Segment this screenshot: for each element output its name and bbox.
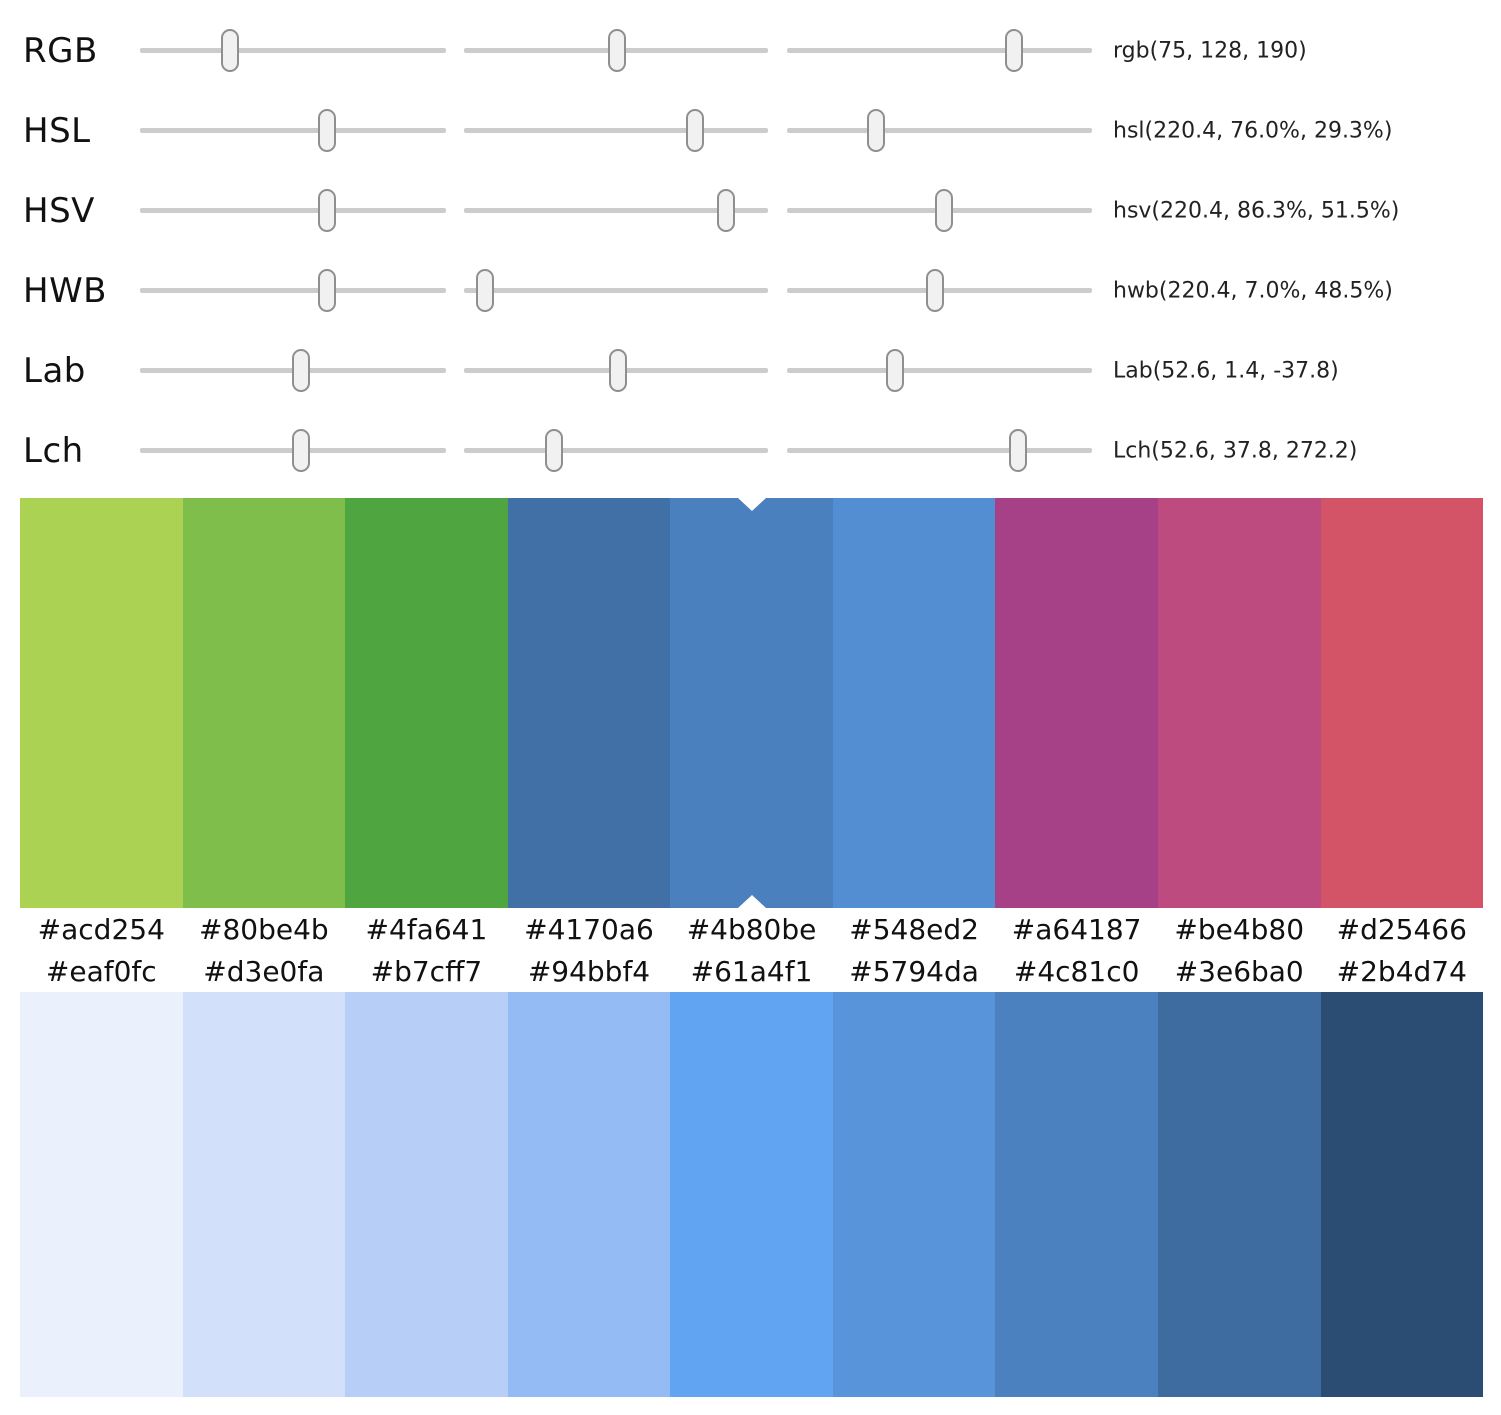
selected-swatch-marker-top-icon <box>737 498 766 511</box>
tint-hex-label-4: #61a4f1 <box>690 954 813 988</box>
hwb-whiteness-slider-thumb[interactable] <box>476 269 495 312</box>
hue-swatch-8[interactable] <box>1320 498 1484 908</box>
hwb-blackness-slider-track[interactable] <box>787 269 1092 312</box>
hwb-value-text: hwb(220.4, 7.0%, 48.5%) <box>1113 278 1393 304</box>
lab-l-slider-track[interactable] <box>140 349 446 392</box>
hsv-saturation-slider-thumb[interactable] <box>717 189 736 232</box>
hsv-value-text: hsv(220.4, 86.3%, 51.5%) <box>1113 198 1400 224</box>
tint-hex-label-7: #3e6ba0 <box>1174 954 1304 988</box>
tint-hex-label-1: #d3e0fa <box>203 954 325 988</box>
hue-swatch-2[interactable] <box>345 498 508 908</box>
tint-swatch-3[interactable] <box>507 992 671 1397</box>
lab-b-slider-track[interactable] <box>787 349 1092 392</box>
lab-a-slider-track[interactable] <box>464 349 768 392</box>
slider-row-hsv: HSV hsv(220.4, 86.3%, 51.5%) <box>0 171 1501 251</box>
row-label-rgb: RGB <box>23 31 98 71</box>
tint-swatch-7[interactable] <box>1157 992 1321 1397</box>
hue-hex-label-5: #548ed2 <box>849 912 979 946</box>
hue-hex-label-1: #80be4b <box>199 912 329 946</box>
hsv-value-slider-track[interactable] <box>787 189 1092 232</box>
slider-row-lch: Lch Lch(52.6, 37.8, 272.2) <box>0 411 1501 491</box>
tint-hex-label-row: #eaf0fc #d3e0fa #b7cff7 #94bbf4 #61a4f1 … <box>20 950 1483 992</box>
hue-hex-label-4: #4b80be <box>686 912 817 946</box>
lab-value-text: Lab(52.6, 1.4, -37.8) <box>1113 358 1339 384</box>
hsv-hue-slider-thumb[interactable] <box>318 189 337 232</box>
tint-hex-label-0: #eaf0fc <box>45 954 157 988</box>
hwb-whiteness-slider-track[interactable] <box>464 269 768 312</box>
rgb-red-slider-thumb[interactable] <box>220 29 239 72</box>
row-label-hsv: HSV <box>23 191 95 231</box>
hue-swatch-0[interactable] <box>20 498 183 908</box>
tint-swatch-8[interactable] <box>1320 992 1484 1397</box>
tint-hex-label-5: #5794da <box>849 954 979 988</box>
hue-hex-label-2: #4fa641 <box>365 912 488 946</box>
tint-swatch-6[interactable] <box>995 992 1158 1397</box>
hsv-hue-slider-track[interactable] <box>140 189 446 232</box>
hue-swatch-5[interactable] <box>832 498 996 908</box>
tint-swatch-1[interactable] <box>182 992 346 1397</box>
lab-l-slider-thumb[interactable] <box>291 349 310 392</box>
lch-value-text: Lch(52.6, 37.8, 272.2) <box>1113 438 1358 464</box>
rgb-green-slider-thumb[interactable] <box>607 29 626 72</box>
hsl-saturation-slider-track[interactable] <box>464 109 768 152</box>
hsl-hue-slider-thumb[interactable] <box>318 109 337 152</box>
hue-hex-label-7: #be4b80 <box>1174 912 1305 946</box>
lch-l-slider-thumb[interactable] <box>291 429 310 472</box>
color-slider-panel: RGB rgb(75, 128, 190) HSL hsl(220.4, 76.… <box>0 0 1501 498</box>
hsl-lightness-slider-track[interactable] <box>787 109 1092 152</box>
rgb-green-slider-track[interactable] <box>464 29 768 72</box>
slider-row-hwb: HWB hwb(220.4, 7.0%, 48.5%) <box>0 251 1501 331</box>
hue-swatch-4-selected[interactable] <box>670 498 833 908</box>
tint-swatch-2[interactable] <box>345 992 508 1397</box>
hsl-saturation-slider-thumb[interactable] <box>686 109 705 152</box>
tint-swatch-5[interactable] <box>832 992 996 1397</box>
tint-hex-label-3: #94bbf4 <box>527 954 651 988</box>
hsv-value-slider-thumb[interactable] <box>935 189 954 232</box>
hue-hex-label-0: #acd254 <box>37 912 165 946</box>
row-label-hwb: HWB <box>23 271 108 311</box>
lab-a-slider-thumb[interactable] <box>609 349 628 392</box>
hue-swatch-1[interactable] <box>182 498 346 908</box>
lch-h-slider-track[interactable] <box>787 429 1092 472</box>
hsl-value-text: hsl(220.4, 76.0%, 29.3%) <box>1113 118 1393 144</box>
slider-row-hsl: HSL hsl(220.4, 76.0%, 29.3%) <box>0 91 1501 171</box>
row-label-lab: Lab <box>23 351 86 391</box>
hwb-blackness-slider-thumb[interactable] <box>925 269 944 312</box>
hsl-lightness-slider-thumb[interactable] <box>867 109 886 152</box>
rgb-value-text: rgb(75, 128, 190) <box>1113 38 1307 64</box>
lab-b-slider-thumb[interactable] <box>885 349 904 392</box>
row-label-hsl: HSL <box>23 111 91 151</box>
hue-hex-label-3: #4170a6 <box>524 912 654 946</box>
tint-hex-label-8: #2b4d74 <box>1336 954 1467 988</box>
tint-swatch-4[interactable] <box>670 992 833 1397</box>
rgb-blue-slider-track[interactable] <box>787 29 1092 72</box>
slider-row-lab: Lab Lab(52.6, 1.4, -37.8) <box>0 331 1501 411</box>
hsl-hue-slider-track[interactable] <box>140 109 446 152</box>
hue-hex-label-6: #a64187 <box>1011 912 1142 946</box>
hue-swatch-3[interactable] <box>507 498 671 908</box>
tint-hex-label-6: #4c81c0 <box>1013 954 1140 988</box>
slider-row-rgb: RGB rgb(75, 128, 190) <box>0 11 1501 91</box>
lch-l-slider-track[interactable] <box>140 429 446 472</box>
lch-c-slider-thumb[interactable] <box>544 429 563 472</box>
hwb-hue-slider-track[interactable] <box>140 269 446 312</box>
hue-palette-strip <box>20 498 1484 908</box>
selected-swatch-marker-bottom-icon <box>737 895 766 908</box>
hue-hex-label-8: #d25466 <box>1336 912 1467 946</box>
tint-palette-strip <box>20 992 1484 1397</box>
lch-h-slider-thumb[interactable] <box>1008 429 1027 472</box>
hue-hex-label-row: #acd254 #80be4b #4fa641 #4170a6 #4b80be … <box>20 908 1483 950</box>
rgb-red-slider-track[interactable] <box>140 29 446 72</box>
row-label-lch: Lch <box>23 431 84 471</box>
hue-swatch-7[interactable] <box>1157 498 1321 908</box>
lch-c-slider-track[interactable] <box>464 429 768 472</box>
hsv-saturation-slider-track[interactable] <box>464 189 768 232</box>
hwb-hue-slider-thumb[interactable] <box>318 269 337 312</box>
hue-swatch-6[interactable] <box>995 498 1158 908</box>
tint-swatch-0[interactable] <box>20 992 183 1397</box>
tint-hex-label-2: #b7cff7 <box>370 954 483 988</box>
rgb-blue-slider-thumb[interactable] <box>1005 29 1024 72</box>
